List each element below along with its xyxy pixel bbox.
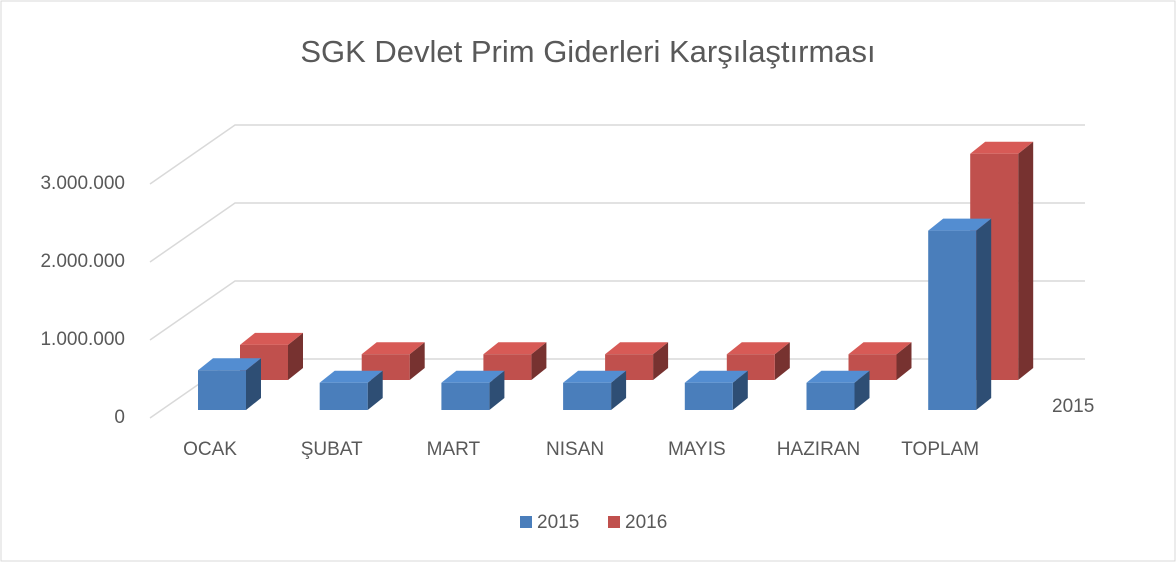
legend-label: 2015: [537, 512, 579, 533]
grid-line: [149, 124, 1085, 185]
bar-side: [653, 342, 669, 380]
y-tick-label: 0: [114, 407, 125, 428]
x-tick-label: MART: [427, 439, 481, 460]
bar: [441, 370, 505, 410]
bar-top: [848, 342, 912, 355]
bar-top: [483, 342, 547, 355]
bar-side: [1018, 141, 1034, 380]
bar-side: [732, 370, 748, 410]
bar-side: [367, 370, 383, 410]
x-tick-label: HAZIRAN: [777, 439, 860, 460]
x-tick-label: MAYIS: [668, 439, 726, 460]
bar-front: [806, 382, 855, 410]
bar-front: [441, 382, 490, 410]
legend-swatch: [608, 516, 620, 528]
y-tick-label: 3.000.000: [40, 173, 125, 194]
bar: [361, 342, 425, 380]
bar-top: [726, 342, 790, 355]
grid-line: [149, 280, 1085, 341]
bar-top: [563, 370, 627, 383]
legend-label: 2016: [625, 512, 667, 533]
x-tick-label: OCAK: [183, 439, 237, 460]
bar-top: [319, 370, 383, 383]
bar-front: [563, 382, 612, 410]
bar-top: [806, 370, 870, 383]
bar-top: [198, 358, 261, 371]
bar-side: [409, 342, 425, 380]
bar-front: [198, 370, 246, 410]
bar-front: [928, 230, 977, 410]
bar: [806, 370, 870, 410]
y-tick-label: 1.000.000: [40, 329, 125, 350]
bar-top: [441, 370, 505, 383]
bar: [684, 370, 748, 410]
bar-side: [611, 370, 627, 410]
x-tick-label: ŞUBAT: [301, 439, 363, 460]
x-tick-label: NISAN: [546, 439, 604, 460]
depth-label: 2015: [1052, 396, 1094, 417]
bar-top: [361, 342, 425, 355]
bar: [319, 370, 383, 410]
bar-top: [928, 218, 992, 231]
bar-side: [976, 218, 992, 410]
bar-side: [854, 370, 870, 410]
grid-line: [149, 202, 1085, 263]
bar-side: [774, 342, 790, 380]
bar-side: [531, 342, 547, 380]
chart-title: SGK Devlet Prim Giderleri Karşılaştırmas…: [300, 34, 875, 69]
bar: [563, 370, 627, 410]
legend-swatch: [520, 516, 532, 528]
bar-side: [288, 332, 303, 380]
bar: [928, 218, 992, 410]
bar-front: [684, 382, 733, 410]
bar: [605, 342, 669, 380]
x-tick-label: TOPLAM: [901, 439, 979, 460]
bar-front: [319, 382, 368, 410]
bar-top: [684, 370, 748, 383]
bar-top: [240, 332, 303, 345]
bar-side: [246, 358, 261, 410]
bar-top: [970, 141, 1034, 154]
bar-top: [605, 342, 669, 355]
bar: [198, 358, 261, 410]
bar-side: [896, 342, 912, 380]
bar-side: [489, 370, 505, 410]
y-tick-label: 2.000.000: [40, 251, 125, 272]
